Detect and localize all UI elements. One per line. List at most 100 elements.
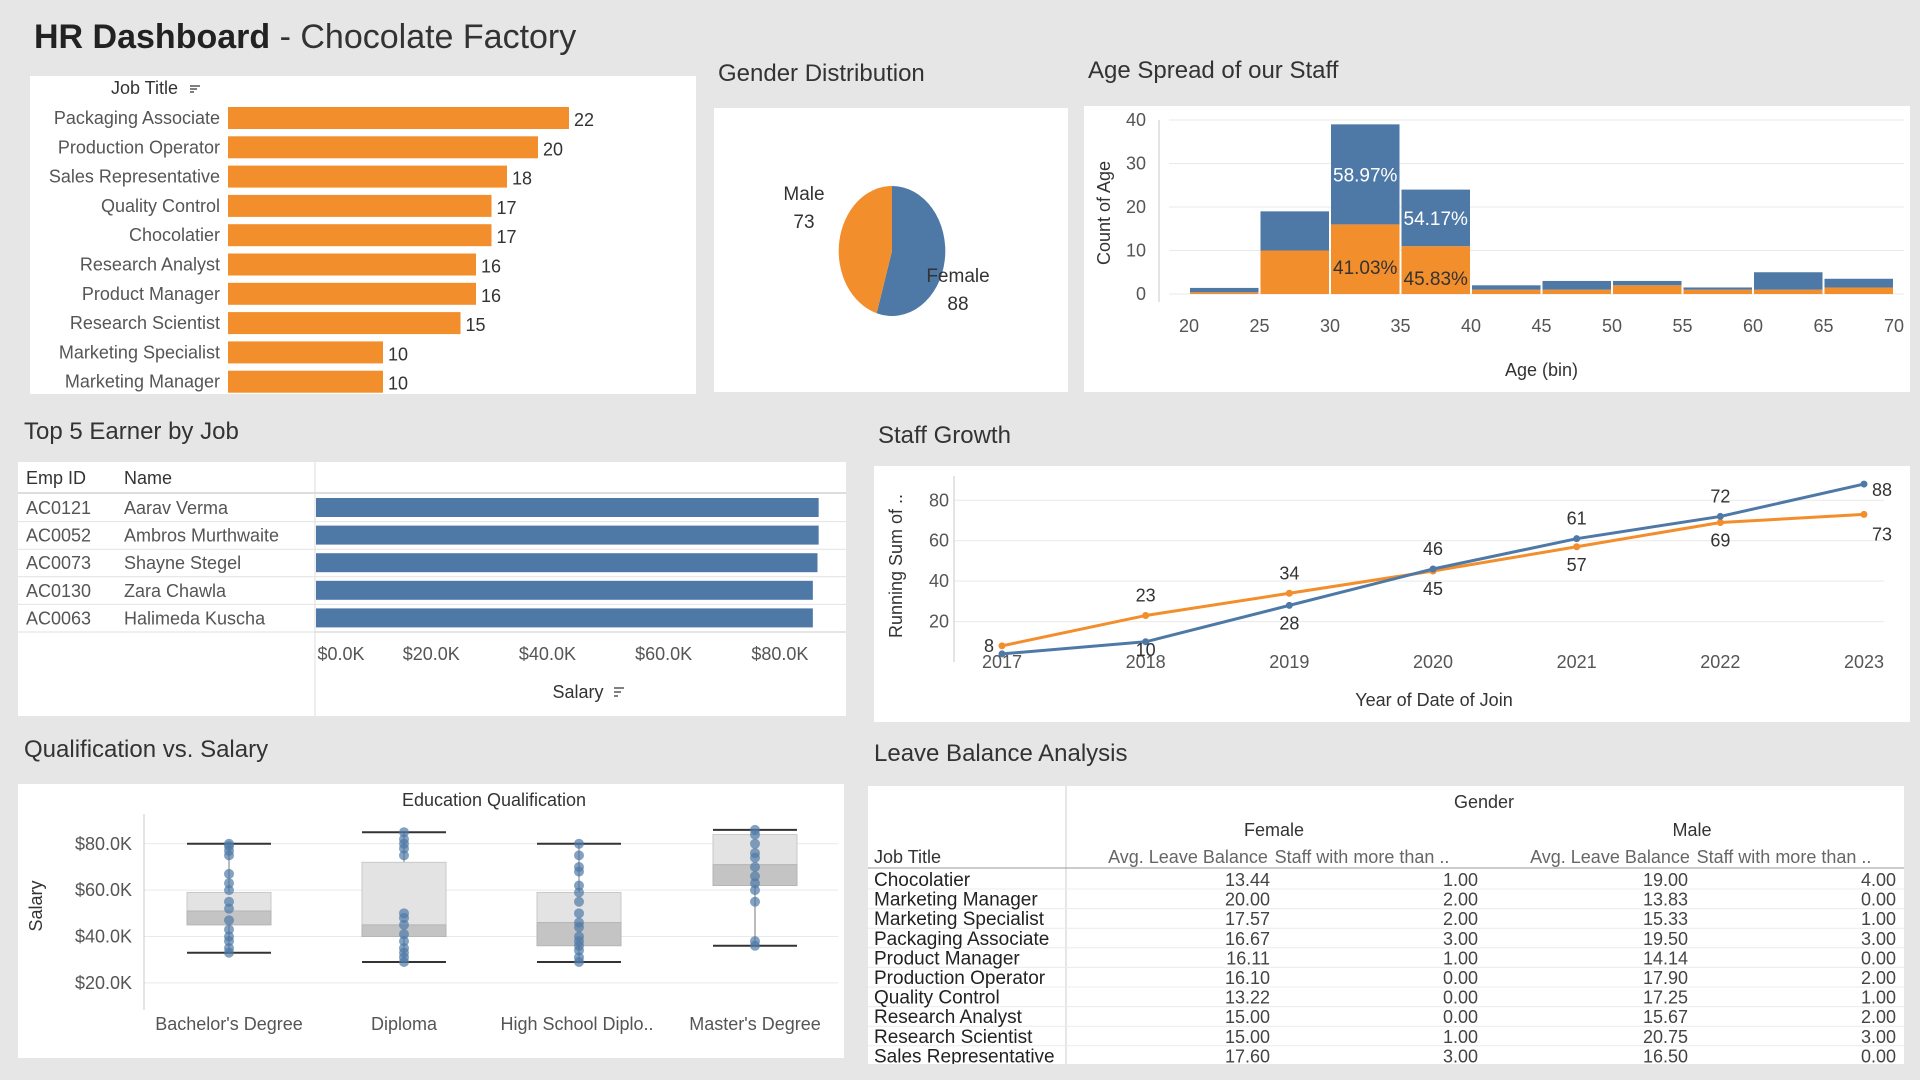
job-title-bar[interactable] (228, 136, 538, 159)
job-title-label: Sales Representative (49, 167, 220, 187)
qual-point[interactable] (574, 861, 584, 872)
qual-point[interactable] (399, 908, 409, 919)
qual-point[interactable] (574, 896, 584, 907)
job-title-bar[interactable] (228, 165, 507, 188)
leave-cell: 16.10 (1225, 968, 1270, 988)
age-bar-female[interactable] (1472, 289, 1541, 294)
job-title-bar[interactable] (228, 107, 569, 129)
top5-emp-id: AC0130 (26, 581, 91, 601)
job-title-bar[interactable] (228, 194, 492, 217)
qual-point[interactable] (750, 896, 760, 907)
qual-point[interactable] (399, 850, 409, 861)
age-bar-female[interactable] (1260, 250, 1330, 295)
qual-point[interactable] (574, 880, 584, 891)
qual-point[interactable] (750, 838, 760, 849)
qual-point[interactable] (574, 917, 584, 928)
qual-point[interactable] (224, 915, 234, 926)
qual-point[interactable] (224, 838, 234, 849)
qual-point[interactable] (224, 931, 234, 942)
growth-point[interactable] (1716, 512, 1724, 520)
qual-point[interactable] (224, 943, 234, 954)
growth-point[interactable] (1573, 535, 1581, 543)
qual-point[interactable] (750, 936, 760, 947)
age-bar-male[interactable] (1824, 278, 1894, 288)
age-bar-male[interactable] (1401, 189, 1471, 247)
qual-point[interactable] (224, 868, 234, 879)
age-bar-female[interactable] (1190, 292, 1259, 294)
qual-point[interactable] (399, 919, 409, 930)
age-bar-female[interactable] (1824, 287, 1894, 294)
qual-point[interactable] (399, 827, 409, 838)
age-bar-male[interactable] (1190, 287, 1259, 293)
qual-point[interactable] (224, 878, 234, 889)
age-bar-female[interactable] (1331, 224, 1400, 294)
job-title-value: 16 (481, 257, 501, 277)
qual-point[interactable] (750, 861, 760, 872)
top5-bar[interactable] (316, 498, 819, 517)
age-bar-male[interactable] (1613, 280, 1682, 286)
job-title-value: 17 (497, 198, 517, 218)
qual-point[interactable] (574, 908, 584, 919)
sort-icon[interactable] (190, 85, 200, 93)
pie-slice-male[interactable] (838, 186, 892, 314)
qual-point[interactable] (399, 943, 409, 954)
growth-point[interactable] (998, 650, 1006, 658)
qual-point[interactable] (574, 887, 584, 898)
qual-point[interactable] (574, 850, 584, 861)
job-title-bar[interactable] (228, 312, 461, 335)
qual-point[interactable] (224, 885, 234, 896)
qual-point[interactable] (750, 885, 760, 896)
age-xtick: 25 (1249, 316, 1269, 336)
qual-point[interactable] (399, 834, 409, 845)
growth-point[interactable] (1142, 612, 1150, 619)
leave-job-title: Product Manager (874, 948, 1020, 969)
age-bar-male[interactable] (1472, 285, 1541, 290)
growth-point[interactable] (1860, 480, 1868, 488)
top5-bar[interactable] (316, 580, 813, 600)
growth-point[interactable] (1716, 519, 1724, 526)
age-bar-female[interactable] (1754, 289, 1823, 294)
age-bar-female[interactable] (1683, 289, 1753, 294)
qual-point[interactable] (574, 952, 584, 963)
job-title-bar[interactable] (228, 282, 476, 305)
age-bar-male[interactable] (1683, 287, 1753, 290)
growth-point[interactable] (1142, 638, 1150, 646)
top5-bar[interactable] (316, 608, 813, 628)
qual-category-label: High School Diplo.. (500, 1014, 653, 1034)
age-xtick: 45 (1531, 316, 1551, 336)
job-title-bar[interactable] (228, 224, 492, 247)
qual-point[interactable] (224, 903, 234, 914)
qual-point[interactable] (399, 929, 409, 940)
qual-point[interactable] (224, 896, 234, 907)
job-title-bar[interactable] (228, 341, 383, 364)
age-bar-female[interactable] (1542, 289, 1612, 294)
qual-point[interactable] (574, 838, 584, 849)
top5-bar[interactable] (316, 525, 819, 545)
growth-point[interactable] (1285, 589, 1293, 597)
age-bar-male[interactable] (1754, 272, 1823, 290)
job-title-bar[interactable] (228, 253, 476, 276)
age-bar-female[interactable] (1401, 246, 1471, 294)
qual-point[interactable] (224, 924, 234, 935)
age-bar-female[interactable] (1613, 285, 1682, 294)
age-bar-male[interactable] (1331, 124, 1400, 225)
age-bar-male[interactable] (1260, 211, 1330, 251)
growth-point[interactable] (1860, 510, 1868, 518)
top5-emp-name: Ambros Murthwaite (124, 526, 279, 546)
pie-value-male: 73 (793, 212, 814, 233)
growth-point[interactable] (1429, 565, 1437, 573)
growth-ytick: 20 (929, 612, 949, 632)
qual-point[interactable] (750, 824, 760, 835)
growth-point[interactable] (998, 642, 1006, 650)
qual-point[interactable] (574, 931, 584, 942)
qual-point[interactable] (399, 936, 409, 947)
growth-point[interactable] (1285, 601, 1293, 609)
job-title-bar[interactable] (228, 370, 383, 393)
qual-point[interactable] (750, 848, 760, 859)
top5-bar[interactable] (316, 553, 818, 573)
qual-point[interactable] (750, 878, 760, 889)
pie-slice-female[interactable] (876, 186, 946, 316)
age-bar-male[interactable] (1542, 280, 1612, 290)
growth-point[interactable] (1573, 543, 1581, 551)
qual-point[interactable] (750, 871, 760, 882)
